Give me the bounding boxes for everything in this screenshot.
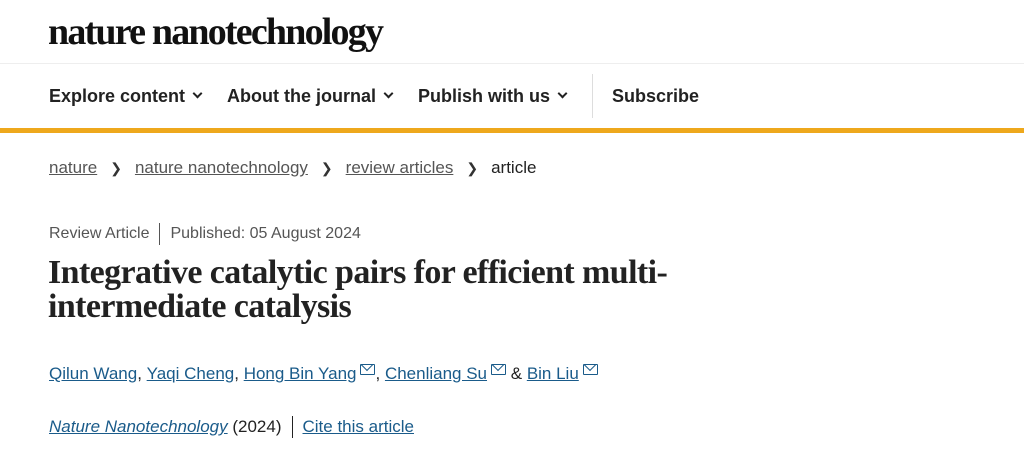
article-meta: Review Article Published: 05 August 2024 (49, 223, 361, 245)
divider (159, 223, 161, 245)
chevron-right-icon: ❯ (466, 159, 479, 176)
email-icon[interactable] (491, 363, 507, 375)
separator: , (375, 364, 385, 383)
year: (2024) (232, 417, 282, 436)
email-icon[interactable] (360, 363, 376, 375)
separator: , (234, 364, 244, 383)
journal-link[interactable]: Nature Nanotechnology (49, 417, 228, 436)
main-nav: Explore content About the journal Publis… (0, 64, 1024, 128)
breadcrumb-journal[interactable]: nature nanotechnology (134, 158, 308, 177)
journal-logo[interactable]: nature nanotechnology (48, 11, 384, 53)
site-header: nature nanotechnology (0, 0, 1024, 64)
article-type: Review Article (49, 225, 150, 242)
chevron-down-icon (557, 88, 568, 99)
nav-about-journal[interactable]: About the journal (227, 85, 394, 107)
nav-explore-content[interactable]: Explore content (49, 85, 203, 107)
breadcrumb-review-articles[interactable]: review articles (345, 158, 454, 177)
breadcrumb: nature ❯ nature nanotechnology ❯ review ar… (49, 158, 536, 178)
breadcrumb-current: article (491, 158, 537, 177)
chevron-down-icon (383, 88, 394, 99)
author-link[interactable]: Hong Bin Yang (243, 364, 357, 383)
divider (291, 416, 293, 438)
nav-label: Publish with us (418, 85, 551, 106)
nav-divider (592, 74, 594, 118)
author-link[interactable]: Bin Liu (526, 364, 579, 383)
author-list: Qilun Wang, Yaqi Cheng, Hong Bin Yang, C… (49, 363, 598, 384)
separator: , (137, 364, 147, 383)
author-link[interactable]: Yaqi Cheng (146, 364, 235, 383)
citation-line: Nature Nanotechnology (2024) Cite this a… (49, 416, 414, 438)
author-link[interactable]: Chenliang Su (384, 364, 488, 383)
separator: & (506, 364, 527, 383)
chevron-right-icon: ❯ (320, 159, 333, 176)
chevron-right-icon: ❯ (110, 159, 122, 176)
accent-bar (0, 128, 1024, 133)
cite-article-link[interactable]: Cite this article (302, 417, 414, 436)
article-title: Integrative catalytic pairs for efficien… (48, 254, 668, 325)
nav-publish-with-us[interactable]: Publish with us (418, 85, 568, 107)
chevron-down-icon (192, 88, 203, 99)
published-date: Published: 05 August 2024 (170, 225, 361, 242)
nav-label: Explore content (49, 85, 186, 106)
author-link[interactable]: Qilun Wang (49, 364, 138, 383)
email-icon[interactable] (582, 363, 598, 375)
nav-subscribe[interactable]: Subscribe (612, 85, 700, 106)
breadcrumb-nature[interactable]: nature (49, 158, 98, 177)
nav-label: About the journal (227, 85, 377, 106)
